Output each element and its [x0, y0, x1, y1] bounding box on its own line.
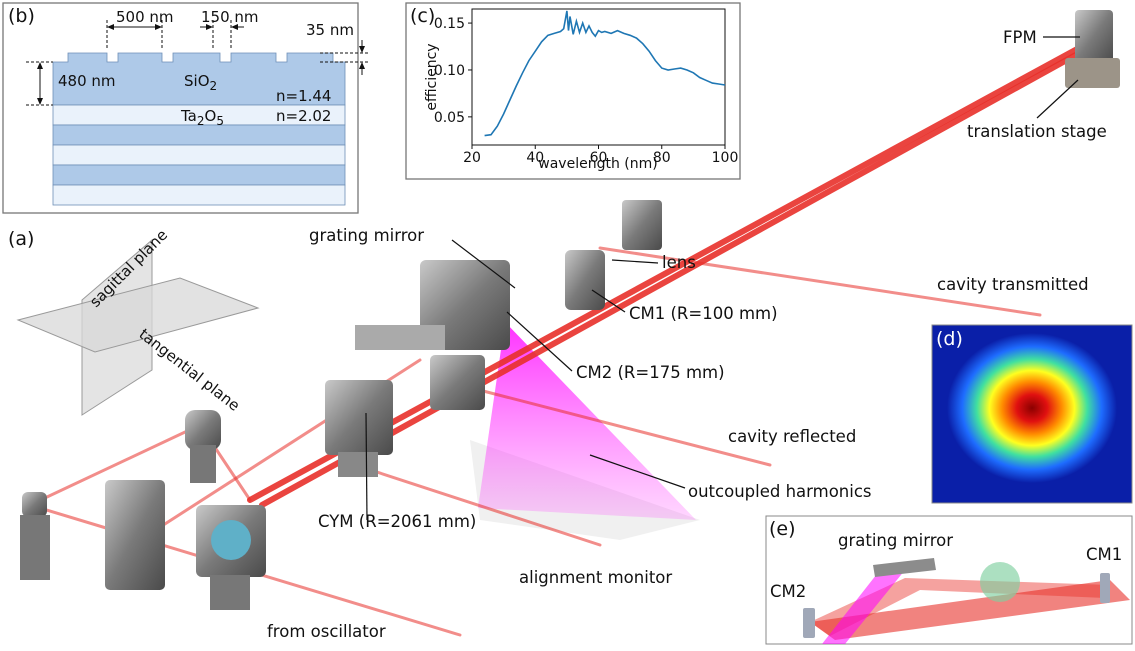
- fpm-label: FPM: [1003, 28, 1037, 47]
- periscope-mount: [105, 480, 165, 590]
- sio2-label: SiO2: [184, 72, 217, 93]
- cm2-label-e: CM2: [770, 582, 806, 601]
- lens-mount: [622, 200, 662, 250]
- y-tick-label: 0.15: [434, 16, 465, 32]
- cym-mount: [325, 380, 393, 455]
- x-tick-label: 100: [712, 150, 739, 166]
- lens-shape: [980, 562, 1020, 602]
- grating-mirror-shape: [873, 558, 936, 577]
- grating-cross-section-panel: (b): [2, 2, 370, 214]
- cm1-label: CM1 (R=100 mm): [629, 304, 778, 323]
- ta2o5-label: Ta2O5: [180, 107, 224, 128]
- grating-base: [355, 325, 445, 350]
- x-tick-label: 40: [526, 150, 544, 166]
- efficiency-chart-panel: (c) 20 40 60 80 100 0.05 0.10 0.15 wavelength (…: [405, 2, 741, 180]
- cym-label: CYM (R=2061 mm): [318, 512, 476, 531]
- translation-stage: [1065, 58, 1120, 88]
- panel-a-label: (a): [8, 228, 34, 250]
- top-view-panel: grating mirror CM1 CM2 (e): [765, 515, 1133, 645]
- panel-c-label: (c): [410, 5, 435, 27]
- depth-label: 35 nm: [306, 21, 354, 39]
- fpm-mount: [1075, 10, 1113, 62]
- cavity-reflected-label: cavity reflected: [728, 427, 856, 446]
- from-oscillator-label: from oscillator: [267, 622, 386, 641]
- panel-e-label: (e): [769, 518, 796, 540]
- grating-mirror-label-e: grating mirror: [838, 531, 953, 550]
- x-axis-label: wavelength (nm): [538, 156, 657, 172]
- efficiency-series-line: [484, 10, 726, 137]
- leader-lines: [365, 36, 1080, 521]
- y-axis-label: efficiency: [424, 43, 440, 110]
- cm2-label: CM2 (R=175 mm): [576, 363, 725, 382]
- optomechanics: [20, 10, 1120, 610]
- tangential-plane: [16, 277, 260, 353]
- stack-layer-5: [52, 164, 346, 186]
- panel-d-label: (d): [936, 328, 963, 350]
- x-tick-label: 60: [590, 150, 608, 166]
- harmonics-cone: [478, 322, 696, 520]
- cm2-mount: [430, 355, 485, 410]
- beam-profile-panel: (d): [931, 324, 1133, 504]
- panel-b-label: (b): [8, 5, 35, 27]
- x-tick-label: 20: [463, 150, 481, 166]
- harmonics-beam: [822, 570, 905, 644]
- stack-layer-6: [52, 184, 346, 206]
- cavity-transmitted-label: cavity transmitted: [937, 275, 1089, 294]
- lens-label: lens: [662, 253, 696, 272]
- beam-path-lower: [810, 580, 1130, 640]
- chart-ticks: 20 40 60 80 100 0.05 0.10 0.15: [434, 16, 739, 166]
- dimension-arrowheads: [37, 24, 365, 105]
- width-label: 500 nm: [116, 8, 174, 26]
- cym-post: [338, 452, 378, 477]
- mirror-optic-3: [211, 520, 251, 560]
- mirror-mount-1: [185, 410, 221, 450]
- cm1-label-e: CM1: [1086, 545, 1122, 564]
- post-1: [190, 445, 216, 483]
- stack-layer-3: [52, 124, 346, 146]
- post-2: [20, 515, 50, 580]
- gap-label: 150 nm: [201, 8, 259, 26]
- cm1-shape: [1100, 573, 1110, 603]
- sio2-index: n=1.44: [276, 87, 331, 105]
- x-tick-label: 80: [653, 150, 671, 166]
- beam-spot: [947, 333, 1117, 483]
- alignment-monitor-label: alignment monitor: [519, 568, 672, 587]
- y-tick-label: 0.05: [434, 110, 465, 126]
- translation-stage-label: translation stage: [967, 122, 1107, 141]
- thickness-label: 480 nm: [58, 72, 116, 90]
- y-tick-label: 0.10: [434, 63, 465, 79]
- stack-layer-4: [52, 144, 346, 166]
- dimension-lines: [26, 20, 370, 106]
- cm2-shape: [803, 608, 815, 638]
- cm1-mount: [565, 250, 605, 310]
- post-3: [210, 575, 250, 610]
- outcoupled-harmonics-label: outcoupled harmonics: [688, 482, 872, 501]
- mirror-mount-2: [22, 492, 47, 517]
- ta2o5-index: n=2.02: [276, 107, 331, 125]
- grating-mirror-label: grating mirror: [309, 226, 424, 245]
